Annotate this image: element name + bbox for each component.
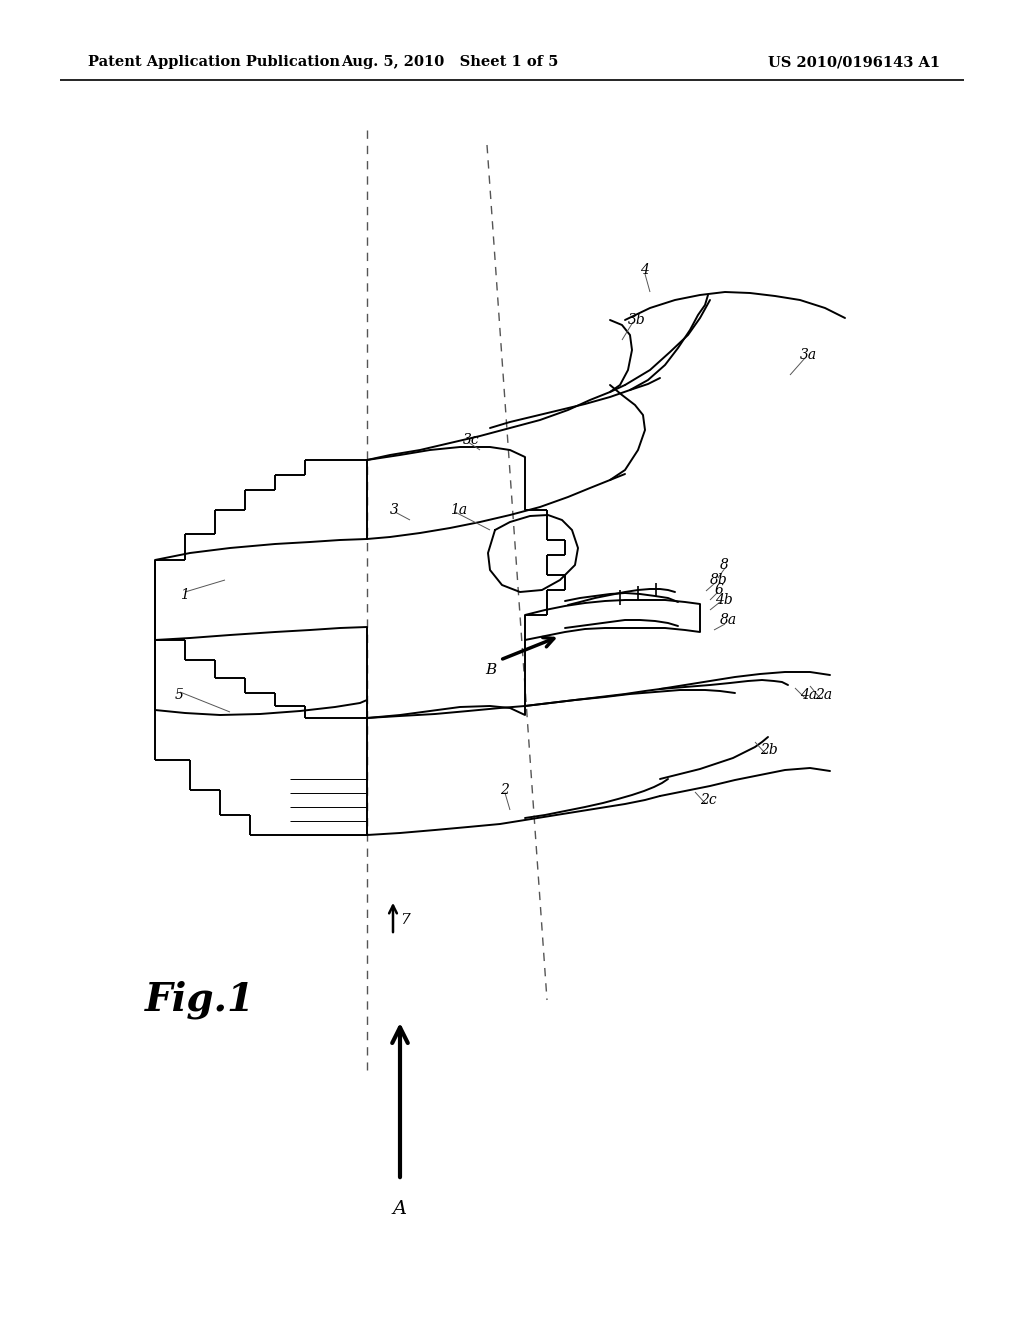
Text: 1a: 1a <box>450 503 467 517</box>
Text: 2b: 2b <box>760 743 778 756</box>
Text: Aug. 5, 2010   Sheet 1 of 5: Aug. 5, 2010 Sheet 1 of 5 <box>341 55 559 69</box>
Text: Patent Application Publication: Patent Application Publication <box>88 55 340 69</box>
Text: 3: 3 <box>390 503 399 517</box>
Text: B: B <box>484 663 496 677</box>
Text: 7: 7 <box>400 913 410 927</box>
Text: 2c: 2c <box>700 793 717 807</box>
Text: 3c: 3c <box>463 433 479 447</box>
Text: 8: 8 <box>720 558 729 572</box>
Text: 6: 6 <box>715 583 724 597</box>
Text: 2a: 2a <box>815 688 833 702</box>
Text: 5: 5 <box>175 688 184 702</box>
Text: 3b: 3b <box>628 313 646 327</box>
Text: 4: 4 <box>640 263 649 277</box>
Text: Fig.1: Fig.1 <box>145 981 255 1019</box>
Text: 4a: 4a <box>800 688 817 702</box>
Text: 1: 1 <box>180 587 188 602</box>
Text: US 2010/0196143 A1: US 2010/0196143 A1 <box>768 55 940 69</box>
Text: 8a: 8a <box>720 612 737 627</box>
Text: 4b: 4b <box>715 593 733 607</box>
Text: 8b: 8b <box>710 573 728 587</box>
Text: 3a: 3a <box>800 348 817 362</box>
Text: A: A <box>393 1200 408 1218</box>
Text: 2: 2 <box>500 783 509 797</box>
